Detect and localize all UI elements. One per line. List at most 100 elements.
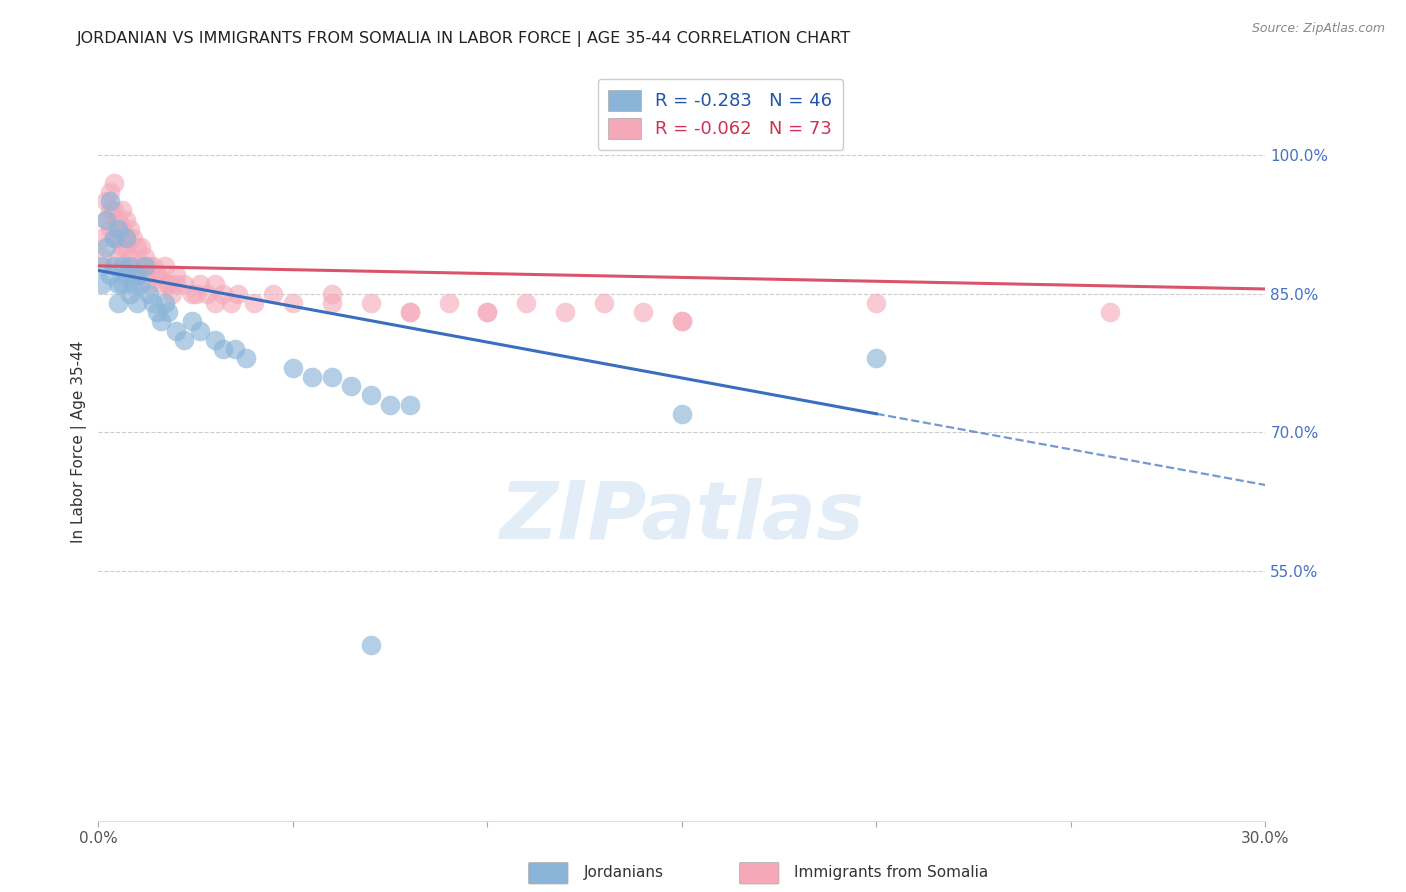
Text: ZIPatlas: ZIPatlas [499, 478, 865, 557]
Point [114, 231, 136, 245]
Point [98, 268, 121, 282]
Point [127, 268, 149, 282]
Point [98, 194, 121, 208]
Point [114, 231, 136, 245]
Point [98, 203, 121, 218]
Point [554, 305, 576, 319]
Point [98, 185, 121, 199]
Point [96, 194, 118, 208]
Point [195, 286, 218, 301]
Point [360, 638, 382, 652]
Point [127, 296, 149, 310]
Point [127, 268, 149, 282]
Point [398, 398, 420, 412]
Point [301, 369, 323, 384]
Point [228, 286, 250, 301]
Point [149, 277, 172, 292]
Point [593, 296, 616, 310]
Point [91, 277, 114, 292]
Point [184, 286, 207, 301]
Point [138, 286, 160, 301]
Point [107, 296, 129, 310]
Point [146, 305, 169, 319]
Point [114, 240, 136, 254]
Point [138, 277, 160, 292]
Point [204, 296, 226, 310]
Point [107, 212, 129, 227]
Point [437, 296, 460, 310]
Point [212, 286, 235, 301]
Point [149, 314, 172, 328]
Point [477, 305, 499, 319]
Point [671, 407, 693, 421]
Point [321, 286, 343, 301]
Point [165, 268, 187, 282]
Point [153, 259, 176, 273]
Point [122, 259, 145, 273]
Point [103, 259, 125, 273]
Point [1098, 305, 1121, 319]
Legend: R = -0.283   N = 46, R = -0.062   N = 73: R = -0.283 N = 46, R = -0.062 N = 73 [598, 79, 844, 150]
Point [360, 388, 382, 402]
Point [380, 398, 402, 412]
Point [262, 286, 284, 301]
Point [98, 222, 121, 236]
Point [107, 231, 129, 245]
Point [180, 286, 202, 301]
Point [146, 268, 169, 282]
Point [281, 360, 304, 375]
Point [127, 240, 149, 254]
Point [111, 240, 134, 254]
Point [107, 222, 129, 236]
Point [111, 277, 134, 292]
Point [107, 250, 129, 264]
Point [204, 277, 226, 292]
Point [138, 259, 160, 273]
Point [111, 203, 134, 218]
Point [122, 277, 145, 292]
Point [118, 259, 141, 273]
Point [103, 176, 125, 190]
Point [235, 351, 257, 366]
Point [165, 324, 187, 338]
Point [224, 342, 246, 356]
Text: Jordanians: Jordanians [583, 865, 664, 880]
Point [118, 222, 141, 236]
Point [865, 296, 887, 310]
Point [162, 286, 184, 301]
Point [134, 259, 156, 273]
Point [321, 369, 343, 384]
Point [129, 277, 152, 292]
Point [281, 296, 304, 310]
Point [398, 305, 420, 319]
Point [360, 296, 382, 310]
Point [188, 324, 211, 338]
Text: Source: ZipAtlas.com: Source: ZipAtlas.com [1251, 22, 1385, 36]
Point [321, 296, 343, 310]
Point [219, 296, 242, 310]
Point [134, 250, 156, 264]
Point [173, 277, 195, 292]
Point [165, 277, 187, 292]
Text: JORDANIAN VS IMMIGRANTS FROM SOMALIA IN LABOR FORCE | AGE 35-44 CORRELATION CHAR: JORDANIAN VS IMMIGRANTS FROM SOMALIA IN … [77, 31, 852, 47]
Text: Immigrants from Somalia: Immigrants from Somalia [794, 865, 988, 880]
Point [114, 268, 136, 282]
Point [157, 277, 180, 292]
Point [180, 314, 202, 328]
Point [127, 268, 149, 282]
Point [118, 286, 141, 301]
Point [111, 259, 134, 273]
Point [142, 296, 165, 310]
Point [671, 314, 693, 328]
Point [91, 231, 114, 245]
Point [103, 203, 125, 218]
Point [103, 231, 125, 245]
Point [204, 333, 226, 347]
Point [157, 277, 180, 292]
Y-axis label: In Labor Force | Age 35-44: In Labor Force | Age 35-44 [72, 341, 87, 542]
Point [91, 250, 114, 264]
Point [96, 212, 118, 227]
Point [631, 305, 654, 319]
Point [118, 250, 141, 264]
Point [146, 268, 169, 282]
